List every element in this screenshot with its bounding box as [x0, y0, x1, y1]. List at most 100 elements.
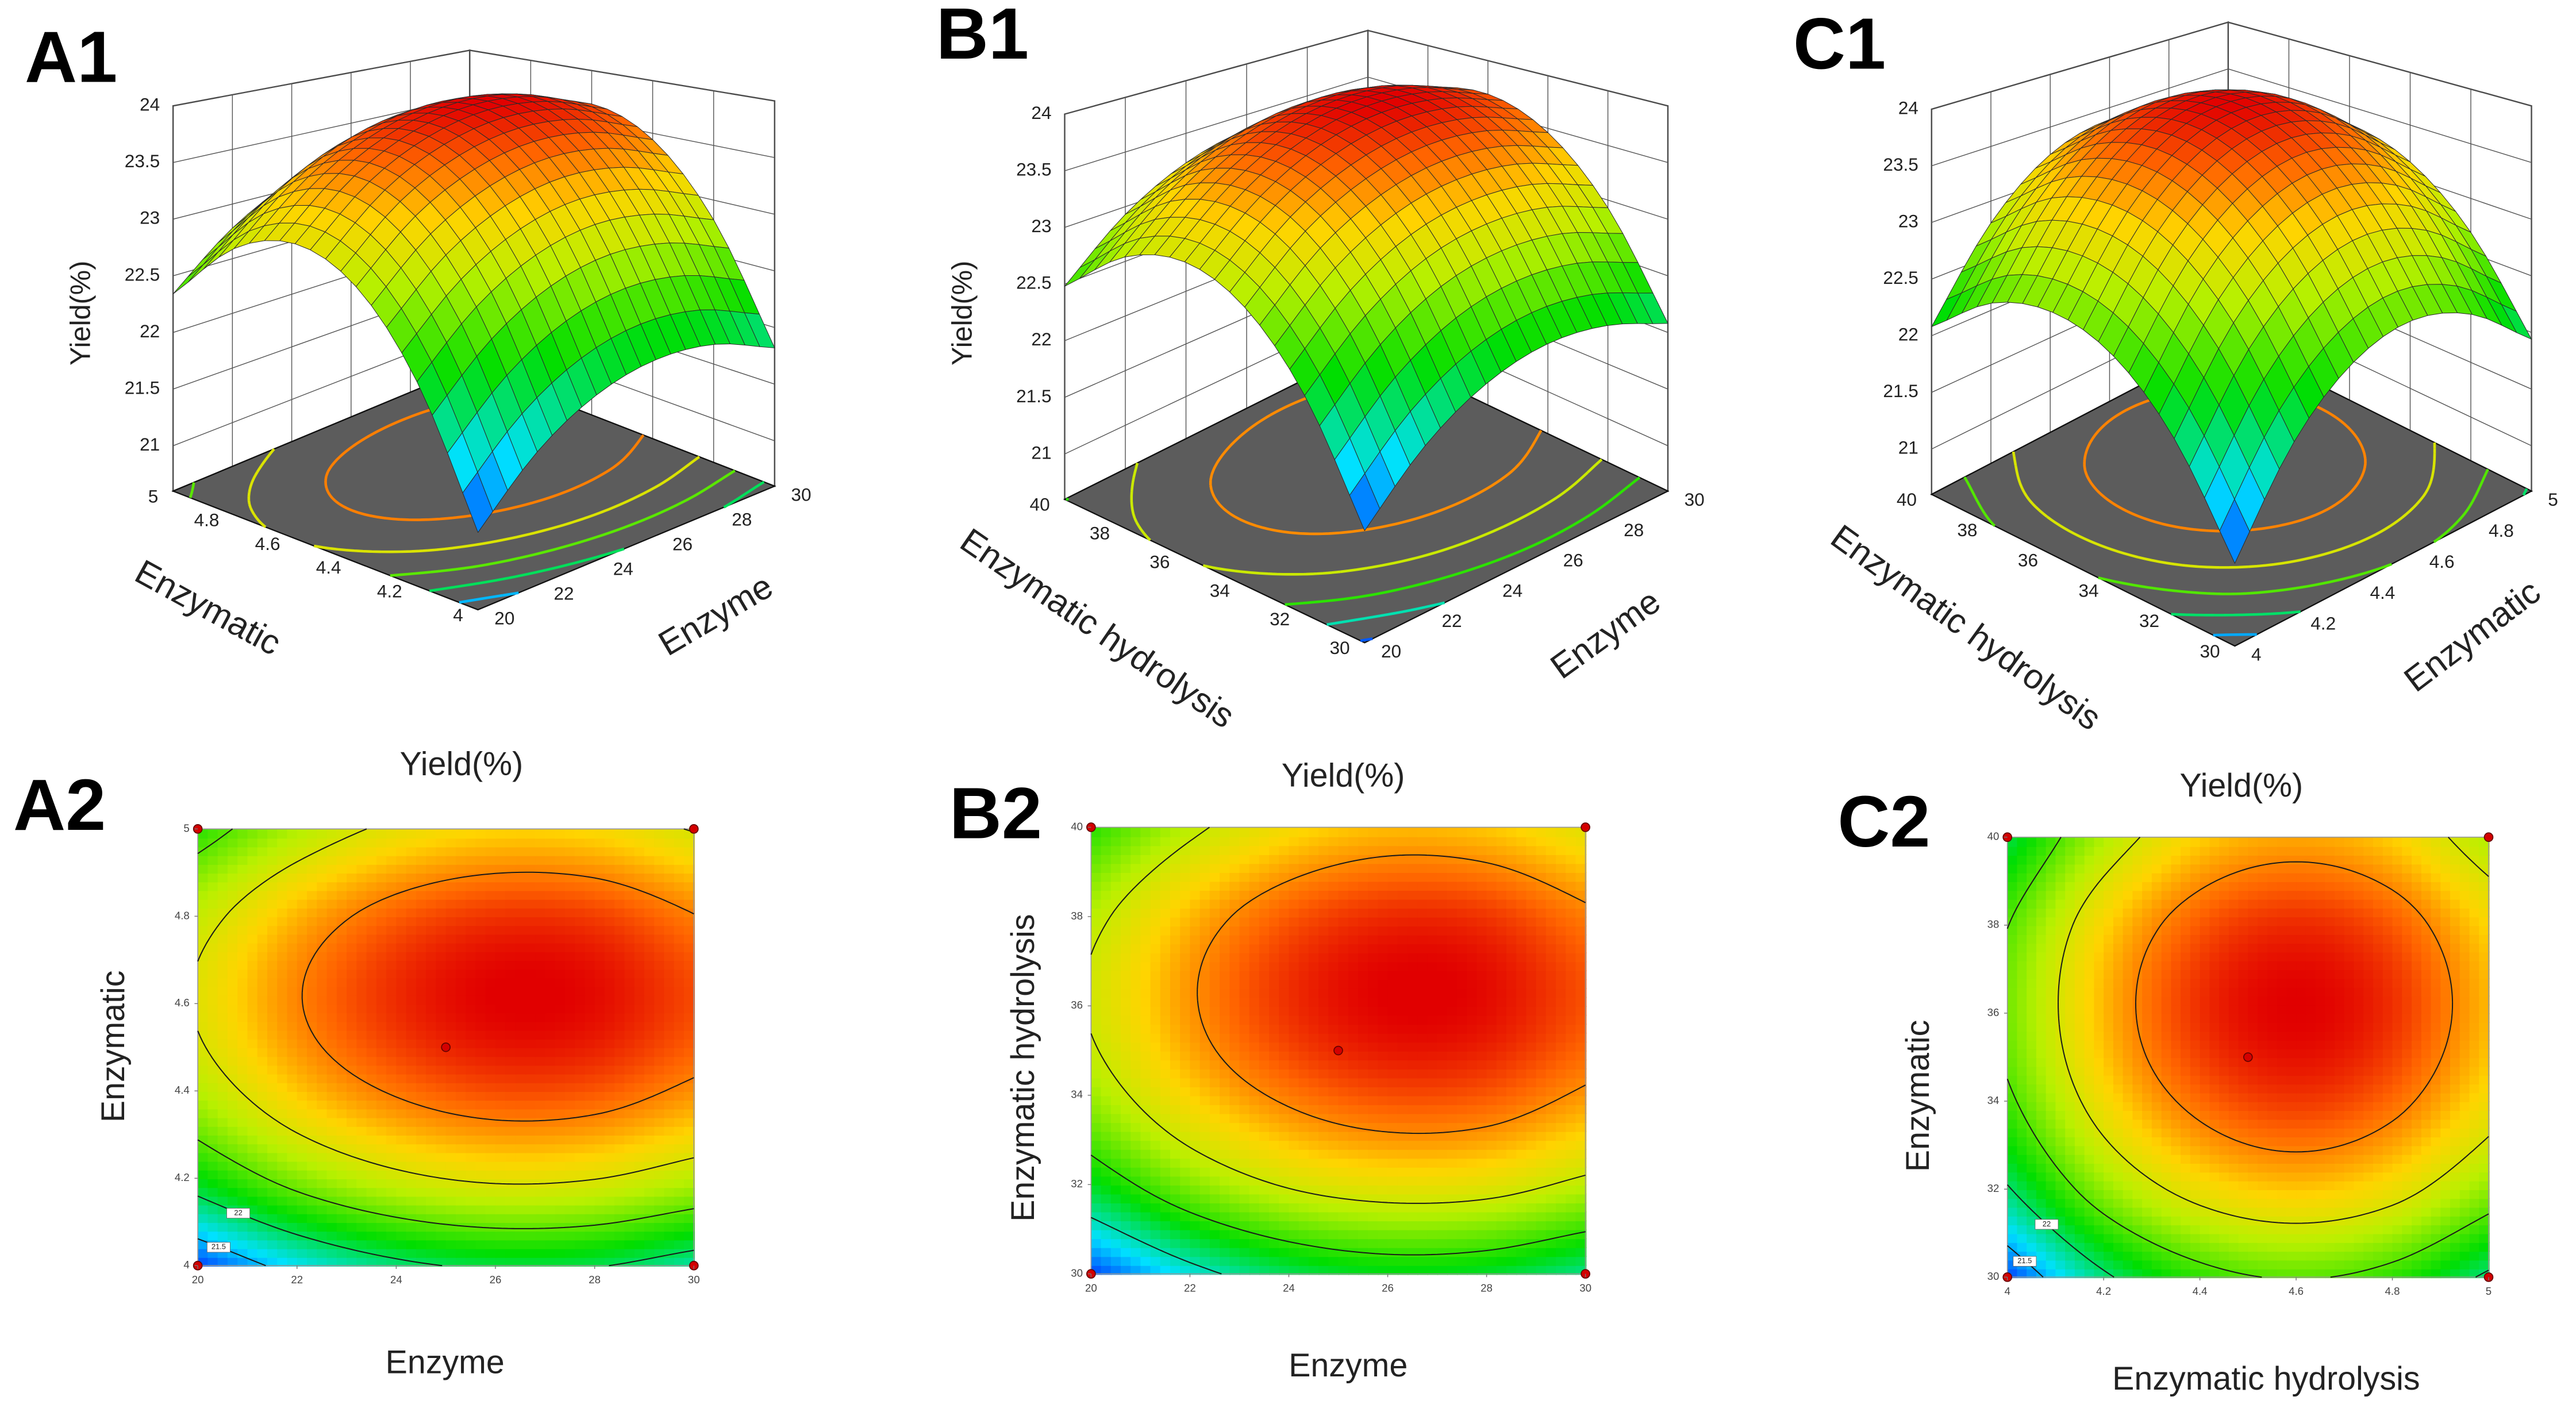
heat-cell: [614, 995, 626, 1005]
heat-cell: [326, 1029, 338, 1040]
heat-cell: [386, 1047, 398, 1057]
heat-cell: [347, 951, 358, 961]
heat-cell: [495, 925, 506, 935]
heat-cell: [198, 1204, 209, 1214]
heat-cell: [1298, 1247, 1310, 1257]
heat-cell: [1180, 1229, 1191, 1240]
heat-cell: [257, 1091, 268, 1101]
heat-cell: [614, 1187, 626, 1197]
heat-cell: [436, 916, 447, 926]
heat-cell: [684, 1108, 695, 1118]
heat-cell: [436, 829, 447, 839]
heat-cell: [217, 1230, 229, 1241]
heat-cell: [654, 1038, 666, 1049]
heat-cell: [1526, 1104, 1537, 1114]
y-tick-label: 5: [183, 822, 189, 834]
heat-cell: [317, 1213, 328, 1223]
heat-cell: [426, 1239, 437, 1249]
heat-cell: [287, 829, 298, 839]
heat-cell: [455, 890, 467, 900]
heat-cell: [416, 837, 427, 848]
heat-cell: [1318, 1184, 1329, 1195]
heat-cell: [1566, 1265, 1577, 1275]
heat-cell: [1566, 1167, 1577, 1177]
heat-cell: [525, 1239, 536, 1249]
heat-cell: [485, 864, 497, 874]
heat-cell: [674, 942, 685, 952]
heat-cell: [495, 1187, 506, 1197]
heat-cell: [495, 881, 506, 891]
heat-cell: [1160, 1104, 1171, 1114]
heat-cell: [366, 933, 378, 944]
heat-cell: [207, 1160, 219, 1171]
heat-cell: [386, 1117, 398, 1127]
heat-cell: [1348, 1148, 1359, 1159]
heat-cell: [445, 881, 457, 891]
heat-cell: [217, 951, 229, 961]
heat-cell: [198, 1056, 209, 1066]
heat-cell: [1229, 1175, 1241, 1186]
heat-cell: [356, 1021, 368, 1031]
heat-cell: [1407, 1184, 1418, 1195]
heat-cell: [644, 837, 655, 848]
heat-cell: [1437, 1086, 1448, 1097]
heat-cell: [1150, 1220, 1162, 1230]
heat-cell: [257, 1047, 268, 1057]
z-tick-label: 23: [1031, 216, 1051, 236]
heat-cell: [198, 898, 209, 909]
heat-cell: [317, 1064, 328, 1075]
heat-cell: [585, 1170, 596, 1179]
heat-cell: [575, 1047, 586, 1057]
heat-cell: [217, 942, 229, 952]
heat-cell: [287, 1029, 298, 1040]
heat-cell: [545, 898, 556, 909]
heat-cell: [356, 872, 368, 883]
heat-cell: [1239, 1175, 1251, 1186]
heat-cell: [614, 1117, 626, 1127]
heat-cell: [287, 1099, 298, 1110]
heat-cell: [445, 1222, 457, 1232]
heat-cell: [525, 1230, 536, 1241]
heat-cell: [624, 1064, 636, 1075]
heat-cell: [585, 1064, 596, 1075]
heat-cell: [445, 1012, 457, 1022]
heat-cell: [1496, 1130, 1508, 1141]
heat-cell: [535, 933, 547, 944]
heat-cell: [624, 995, 636, 1005]
heat-cell: [287, 925, 298, 935]
heat-cell: [317, 872, 328, 883]
heat-cell: [475, 898, 487, 909]
heat-cell: [1526, 1265, 1537, 1275]
heat-cell: [436, 846, 447, 856]
heat-cell: [307, 1099, 318, 1110]
heat-cell: [684, 995, 695, 1005]
heat-cell: [1427, 1211, 1439, 1222]
heat-cell: [594, 907, 606, 918]
heat-cell: [406, 1187, 417, 1197]
heat-cell: [336, 1021, 348, 1031]
heat-cell: [654, 907, 666, 918]
heat-cell: [555, 829, 566, 839]
heat-cell: [1239, 1122, 1251, 1132]
heat-cell: [376, 1029, 387, 1040]
heat-cell: [366, 1003, 378, 1014]
heat-cell: [575, 872, 586, 883]
heat-cell: [634, 933, 645, 944]
heat-cell: [237, 1152, 249, 1162]
heat-cell: [406, 1029, 417, 1040]
heat-cell: [664, 995, 675, 1005]
heat-cell: [227, 1047, 239, 1057]
heat-cell: [237, 1021, 249, 1031]
heat-cell: [1496, 1148, 1508, 1159]
heat-cell: [347, 1064, 358, 1075]
heat-cell: [515, 837, 526, 848]
heat-cell: [515, 1143, 526, 1153]
heat-cell: [1397, 1256, 1409, 1266]
heat-cell: [287, 898, 298, 909]
z-tick-label: 22.5: [125, 264, 160, 284]
heat-cell: [297, 960, 308, 970]
heat-cell: [575, 1126, 586, 1136]
heat-cell: [604, 942, 616, 952]
heat-cell: [1318, 1104, 1329, 1114]
heat-cell: [505, 1082, 517, 1092]
